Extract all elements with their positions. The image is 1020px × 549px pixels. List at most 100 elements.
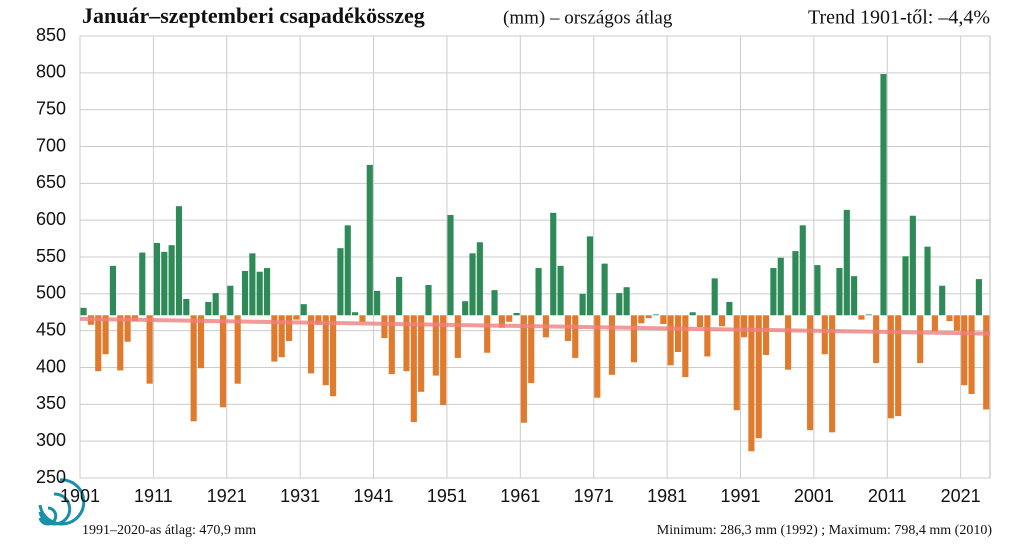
bar [484,315,491,353]
footer-right: Minimum: 286,3 mm (1992) ; Maximum: 798,… [657,523,993,538]
bar [330,315,337,397]
bar [425,284,432,316]
bar [623,287,630,316]
x-tick-label: 1951 [427,486,467,506]
bar [469,253,476,316]
bar [865,314,872,316]
bar [285,315,293,341]
bar [498,315,505,328]
trend-label: Trend 1901-től: –4,4% [808,7,990,29]
x-tick-label: 1911 [134,486,173,506]
bar [608,315,616,375]
y-tick-label: 350 [36,393,66,413]
bar [711,278,718,316]
bar [983,315,990,410]
trend-line [79,316,991,336]
bar [366,164,373,316]
bar [829,315,836,433]
bar [352,312,359,316]
bar [212,293,219,316]
bar [917,315,924,364]
bar [337,248,344,316]
bar [205,301,212,316]
x-tick-label: 1931 [280,486,320,506]
bar [109,265,116,316]
bar [117,315,124,371]
bar [271,315,278,362]
bar [792,251,799,316]
logo [38,478,86,526]
bar [594,315,601,398]
bar [601,263,608,316]
bar [190,315,197,422]
bar [491,290,498,316]
bar [146,315,153,384]
y-tick-label: 650 [36,172,66,192]
bar [682,315,689,378]
x-tick-label: 1941 [354,486,394,506]
bar [755,315,762,439]
x-tick-label: 1921 [207,486,247,506]
bar [836,268,843,316]
bar [557,265,564,316]
bar [689,312,696,316]
bar [763,315,770,355]
y-tick-label: 850 [36,25,66,45]
bar [396,276,403,316]
bar [887,315,894,419]
bar [953,315,960,331]
bar [785,315,792,370]
x-tick-label: 1971 [574,486,614,506]
bar [476,242,483,316]
bar [843,209,850,316]
bar [939,285,946,316]
bar [645,315,652,319]
bar [799,225,806,316]
bar [726,301,733,316]
y-tick-label: 400 [36,356,66,376]
bar [418,315,425,392]
bar [851,276,858,316]
bar [168,245,175,316]
y-tick-label: 550 [36,246,66,266]
bar [234,315,241,384]
bar [572,315,579,358]
bar [344,225,351,316]
bar [227,285,234,316]
bar [880,74,887,316]
bar [807,315,814,431]
bar [197,315,205,369]
y-tick-label: 500 [36,283,66,303]
bar [124,315,131,342]
x-tick-label: 2021 [941,486,981,506]
x-tick-label: 1991 [720,486,760,506]
bar [895,315,902,417]
bar [403,315,410,372]
bar [219,315,227,408]
bar [638,315,645,324]
x-tick-label: 1981 [647,486,687,506]
bar [528,315,535,383]
bar [718,315,726,327]
bar [858,315,865,320]
bar [674,315,682,353]
bar [961,315,968,386]
bar [293,315,300,320]
bar [447,215,454,316]
bar [821,315,828,355]
chart-subtitle: (mm) – országos átlag [503,7,673,28]
bar [322,315,329,386]
y-tick-label: 800 [36,62,66,82]
bar [513,312,520,316]
bar [153,243,161,316]
chart-title: Január–szeptemberi csapadékösszeg [82,3,425,28]
bar [740,315,748,338]
bar [616,293,623,316]
bar [696,315,704,327]
bar [278,315,285,358]
footer-left: 1991–2020-as átlag: 470,9 mm [82,523,256,538]
y-tick-label: 700 [36,135,66,155]
y-tick-label: 600 [36,209,66,229]
bar [506,315,513,322]
